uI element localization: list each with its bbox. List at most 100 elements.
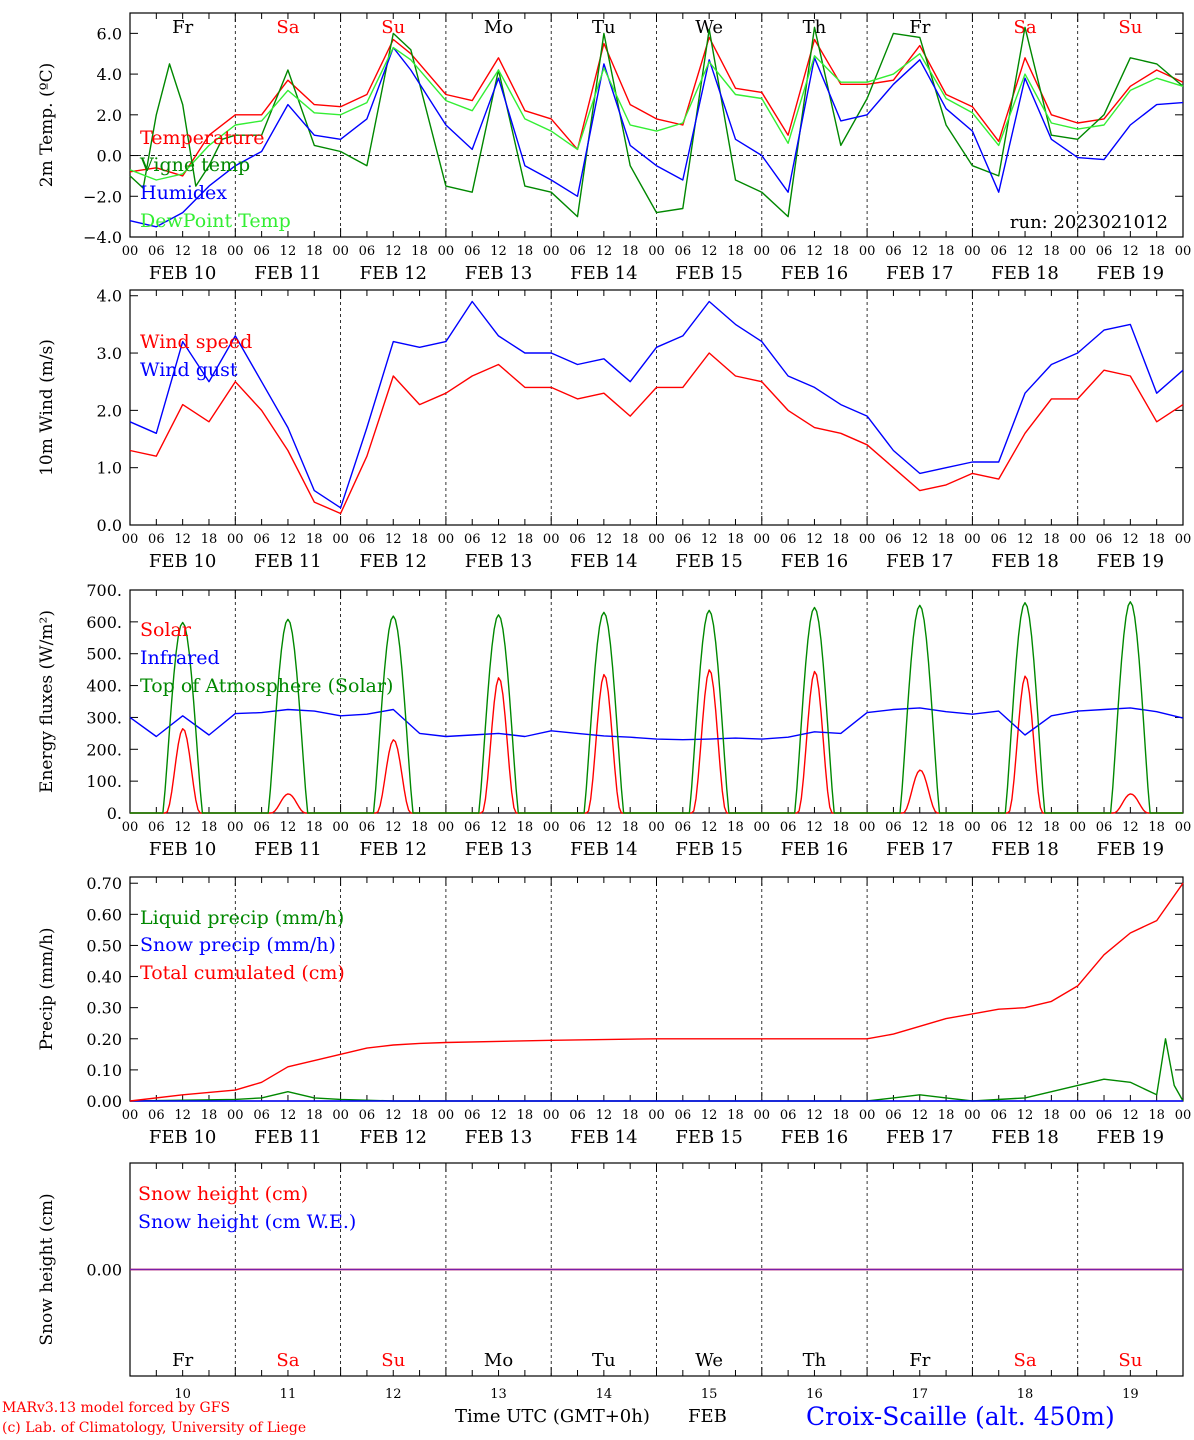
panel-1-date-label: FEB 19 [1097, 551, 1164, 572]
panel-2-hour-label: 12 [911, 820, 928, 835]
panel-4-legend-0: Snow height (cm) [138, 1183, 308, 1205]
panel-2-hour-label: 18 [517, 820, 534, 835]
panel-3-legend-0: Liquid precip (mm/h) [140, 907, 344, 929]
panel-1-y-tick-label: 1.0 [97, 459, 122, 478]
panel-2-series-1-line [129, 707, 1184, 741]
panel-0-hour-label: 18 [411, 244, 428, 259]
panel-3-series-2-line [129, 882, 1184, 1102]
panel-2-y-tick-label: 600. [86, 613, 122, 632]
panel-1-hour-label: 06 [885, 532, 902, 547]
panel-0-hour-label: 12 [911, 244, 928, 259]
panel-3-y-axis-label: Precip (mm/h) [37, 927, 57, 1050]
panel-1-hour-label: 18 [1043, 532, 1060, 547]
panel-2-date-label: FEB 13 [465, 839, 532, 860]
panel-3-hour-label: 06 [990, 1108, 1007, 1123]
panel-2-date-label: FEB 14 [570, 839, 637, 860]
panel-4-day-number: 12 [385, 1387, 402, 1402]
panel-4-day-number: 18 [1017, 1387, 1034, 1402]
panel-2-hour-label: 12 [596, 820, 613, 835]
panel-2-y-tick-label: 500. [86, 645, 122, 664]
panel-2-hour-label: 00 [754, 820, 771, 835]
panel-4-weekday-label: Th [803, 1350, 827, 1371]
panel-3-date-label: FEB 13 [465, 1127, 532, 1148]
panel-0-legend-1: Vigne temp [139, 154, 250, 176]
credit-line-2: (c) Lab. of Climatology, University of L… [2, 1420, 307, 1436]
panel-3-hour-label: 06 [780, 1108, 797, 1123]
panel-2-hour-label: 12 [701, 820, 718, 835]
panel-1-hour-label: 12 [385, 532, 402, 547]
panel-2-date-label: FEB 11 [254, 839, 321, 860]
panel-2-hour-label: 06 [464, 820, 481, 835]
panel-3-date-label: FEB 17 [886, 1127, 953, 1148]
panel-2-y-tick-label: 200. [86, 740, 122, 759]
panel-0-hour-label: 12 [806, 244, 823, 259]
panel-0-weekday-label: Fr [172, 17, 193, 38]
panel-3-hour-label: 06 [359, 1108, 376, 1123]
panel-3-y-tick-label: 0.40 [86, 968, 122, 987]
panel-2-legend-1: Infrared [140, 647, 220, 669]
panel-2-y-axis-label: Energy fluxes (W/m²) [37, 610, 57, 793]
panel-1-hour-label: 00 [543, 532, 560, 547]
panel-1-date-label: FEB 16 [781, 551, 848, 572]
panel-3-hour-label: 12 [490, 1108, 507, 1123]
panel-2-hour-label: 00 [1175, 820, 1192, 835]
panel-4-day-number: 19 [1122, 1387, 1139, 1402]
panel-2-hour-label: 18 [727, 820, 744, 835]
panel-2-hour-label: 06 [885, 820, 902, 835]
panel-0-hour-label: 12 [1122, 244, 1139, 259]
panel-1-y-tick-label: 3.0 [97, 344, 122, 363]
panel-2-hour-label: 12 [490, 820, 507, 835]
panel-2-hour-label: 00 [1069, 820, 1086, 835]
panel-1-legend-1: Wind gust [140, 359, 238, 381]
panel-0-hour-label: 18 [833, 244, 850, 259]
panel-3-legend-1: Snow precip (mm/h) [140, 934, 336, 956]
panel-2-hour-label: 00 [648, 820, 665, 835]
panel-0-hour-label: 00 [964, 244, 981, 259]
panel-1-hour-label: 18 [201, 532, 218, 547]
panel-0-hour-label: 06 [1096, 244, 1113, 259]
panel-1-hour-label: 06 [675, 532, 692, 547]
panel-0-hour-label: 06 [253, 244, 270, 259]
panel-2-hour-label: 00 [332, 820, 349, 835]
panel-2-y-tick-label: 400. [86, 677, 122, 696]
panel-2-series-2-line [130, 601, 1183, 814]
panel-1-hour-label: 00 [1069, 532, 1086, 547]
panel-4-day-number: 13 [490, 1387, 507, 1402]
panel-3-y-tick-label: 0.20 [86, 1030, 122, 1049]
panel-4-weekday-label: Fr [909, 1350, 930, 1371]
panel-0-hour-label: 18 [1148, 244, 1165, 259]
panel-2-hour-label: 00 [543, 820, 560, 835]
panel-0-date-label: FEB 14 [570, 263, 637, 284]
run-label: run: 2023021012 [1010, 212, 1168, 233]
panel-1-date-label: FEB 13 [465, 551, 532, 572]
panel-4-weekday-label: Fr [172, 1350, 193, 1371]
panel-0-hour-label: 06 [675, 244, 692, 259]
panel-3-hour-label: 06 [885, 1108, 902, 1123]
panel-1-hour-label: 18 [622, 532, 639, 547]
panel-2-y-tick-label: 100. [86, 772, 122, 791]
panel-4-day-number: 16 [806, 1387, 823, 1402]
panel-2-hour-label: 18 [938, 820, 955, 835]
panel-3-hour-label: 06 [464, 1108, 481, 1123]
panel-1-hour-label: 18 [411, 532, 428, 547]
panel-1-series-0-line [129, 352, 1184, 515]
panel-2-date-label: FEB 15 [675, 839, 742, 860]
panel-3-hour-label: 00 [122, 1108, 139, 1123]
credit-line-1: MARv3.13 model forced by GFS [2, 1400, 231, 1416]
panel-1-hour-label: 12 [701, 532, 718, 547]
panel-0-weekday-label: Tu [592, 17, 616, 38]
panel-2-hour-label: 12 [1122, 820, 1139, 835]
panel-1-hour-label: 12 [280, 532, 297, 547]
panel-3-hour-label: 18 [201, 1108, 218, 1123]
month-label: FEB [688, 1406, 727, 1427]
panel-2-y-tick-label: 0. [107, 804, 122, 823]
panel-4-day-number: 17 [911, 1387, 928, 1402]
panel-2-hour-label: 12 [385, 820, 402, 835]
panel-0-y-tick-label: −4.0 [83, 228, 122, 247]
panel-3-hour-label: 18 [411, 1108, 428, 1123]
panel-0-weekday-label: Su [381, 17, 405, 38]
panel-2-hour-label: 06 [253, 820, 270, 835]
panel-2-hour-label: 00 [859, 820, 876, 835]
panel-1-date-label: FEB 18 [991, 551, 1058, 572]
panel-2-legend-0: Solar [140, 619, 192, 641]
